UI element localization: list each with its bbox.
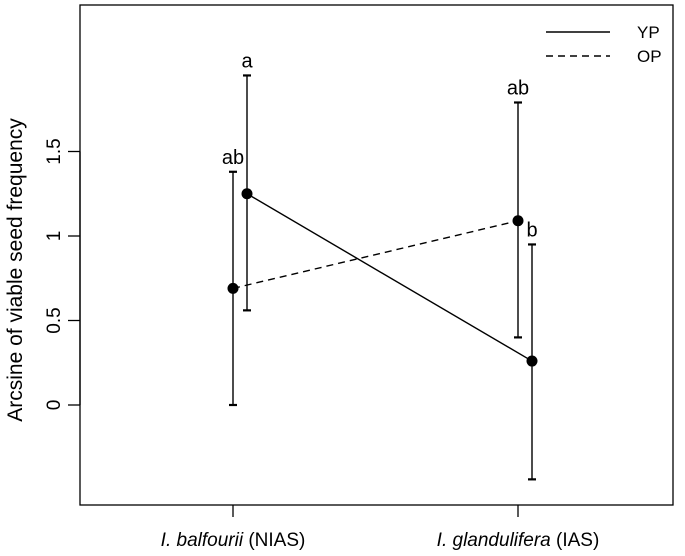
x-axis: I. balfourii (NIAS) I. glandulifera (IAS) [161, 505, 600, 551]
data-point [512, 215, 524, 227]
y-tick-label: 1 [44, 231, 65, 242]
series-line-yp [246, 193, 533, 362]
y-tick-label: 0.5 [44, 307, 65, 333]
y-axis: 0 0.5 1 1.5 [44, 138, 81, 411]
series-yp: ab [241, 50, 538, 481]
data-point [241, 188, 253, 200]
y-axis-title: Arcsine of viable seed frequency [4, 118, 27, 422]
y-tick-label: 0 [44, 400, 65, 411]
y-tick-label: 1.5 [44, 138, 65, 164]
data-point [227, 282, 239, 294]
significance-label: ab [507, 77, 529, 99]
x-category-label: I. glandulifera (IAS) [437, 530, 600, 551]
x-category-label-rest: (IAS) [551, 530, 600, 551]
x-category-label-rest: (NIAS) [243, 530, 305, 551]
series-line-op [232, 220, 519, 290]
series-op: ab ab [222, 77, 529, 407]
legend-label: YP [637, 23, 660, 42]
x-category-label-italic: I. glandulifera [437, 530, 551, 551]
legend-label: OP [637, 47, 662, 66]
significance-label: b [526, 219, 537, 241]
significance-label: a [241, 50, 253, 72]
significance-label: ab [222, 147, 244, 169]
legend: YP OP [546, 23, 662, 66]
data-point [526, 355, 538, 367]
x-category-label: I. balfourii (NIAS) [161, 530, 306, 551]
x-category-label-italic: I. balfourii [161, 530, 244, 551]
